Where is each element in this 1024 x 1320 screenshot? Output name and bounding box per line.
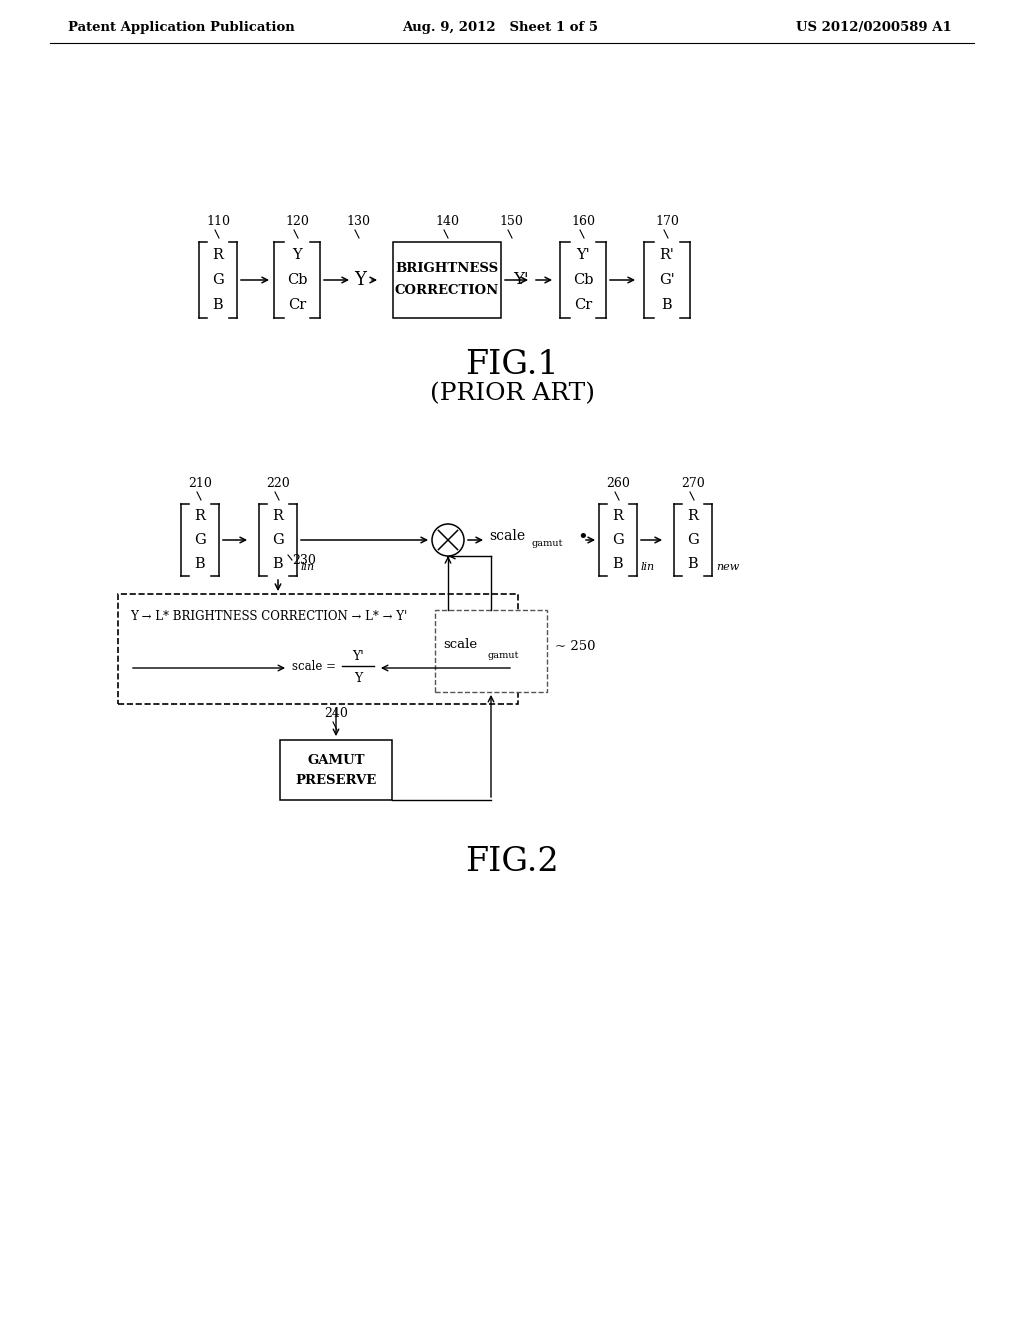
Text: Y: Y <box>354 271 366 289</box>
Text: G': G' <box>659 273 675 286</box>
Text: gamut: gamut <box>532 540 563 549</box>
Text: US 2012/0200589 A1: US 2012/0200589 A1 <box>797 21 952 33</box>
Text: (PRIOR ART): (PRIOR ART) <box>429 383 595 405</box>
Text: B: B <box>612 557 624 572</box>
Text: R: R <box>272 510 284 523</box>
Text: lin: lin <box>301 562 315 572</box>
Text: B: B <box>213 298 223 313</box>
Bar <box>280 741 392 800</box>
Text: R: R <box>213 248 223 261</box>
Text: G: G <box>612 533 624 546</box>
Text: B: B <box>195 557 206 572</box>
Text: 240: 240 <box>324 708 348 719</box>
FancyBboxPatch shape <box>118 594 518 704</box>
FancyBboxPatch shape <box>435 610 547 692</box>
Text: R': R' <box>659 248 675 261</box>
Text: 230: 230 <box>292 553 315 566</box>
Text: G: G <box>212 273 224 286</box>
Text: PRESERVE: PRESERVE <box>295 774 377 787</box>
Text: G: G <box>272 533 284 546</box>
Text: Y': Y' <box>513 272 528 289</box>
Text: 120: 120 <box>285 215 309 228</box>
Text: B: B <box>272 557 284 572</box>
Text: 140: 140 <box>435 215 459 228</box>
Text: Cr: Cr <box>288 298 306 313</box>
Text: G: G <box>195 533 206 546</box>
Text: Patent Application Publication: Patent Application Publication <box>68 21 295 33</box>
Text: G: G <box>687 533 698 546</box>
Text: scale: scale <box>489 529 525 543</box>
Text: 150: 150 <box>499 215 523 228</box>
Text: CORRECTION: CORRECTION <box>395 285 499 297</box>
Text: Y': Y' <box>577 248 590 261</box>
Text: 160: 160 <box>571 215 595 228</box>
Text: scale =: scale = <box>292 660 340 672</box>
Text: R: R <box>612 510 624 523</box>
Text: BRIGHTNESS: BRIGHTNESS <box>395 263 499 276</box>
Text: 110: 110 <box>206 215 230 228</box>
Text: new: new <box>716 562 739 572</box>
Text: Aug. 9, 2012   Sheet 1 of 5: Aug. 9, 2012 Sheet 1 of 5 <box>402 21 598 33</box>
Text: Cr: Cr <box>573 298 592 313</box>
Text: 130: 130 <box>346 215 370 228</box>
Text: 170: 170 <box>655 215 679 228</box>
Text: Y: Y <box>354 672 362 685</box>
Text: B: B <box>662 298 673 313</box>
Text: 220: 220 <box>266 477 290 490</box>
Text: Y → L* BRIGHTNESS CORRECTION → L* → Y': Y → L* BRIGHTNESS CORRECTION → L* → Y' <box>130 610 408 623</box>
Text: lin: lin <box>641 562 655 572</box>
Text: 260: 260 <box>606 477 630 490</box>
Text: FIG.2: FIG.2 <box>465 846 559 878</box>
Text: R: R <box>195 510 206 523</box>
Text: Cb: Cb <box>572 273 593 286</box>
Text: Y: Y <box>292 248 302 261</box>
Text: 270: 270 <box>681 477 705 490</box>
Text: GAMUT: GAMUT <box>307 754 365 767</box>
Text: •: • <box>577 529 588 546</box>
Text: Cb: Cb <box>287 273 307 286</box>
Circle shape <box>432 524 464 556</box>
Text: FIG.1: FIG.1 <box>465 348 559 381</box>
Text: R: R <box>687 510 698 523</box>
Text: gamut: gamut <box>488 652 519 660</box>
Text: 210: 210 <box>188 477 212 490</box>
Text: scale: scale <box>443 639 477 652</box>
Text: ~ 250: ~ 250 <box>555 640 596 653</box>
Text: Y': Y' <box>352 649 364 663</box>
Bar <box>393 242 501 318</box>
Text: B: B <box>688 557 698 572</box>
